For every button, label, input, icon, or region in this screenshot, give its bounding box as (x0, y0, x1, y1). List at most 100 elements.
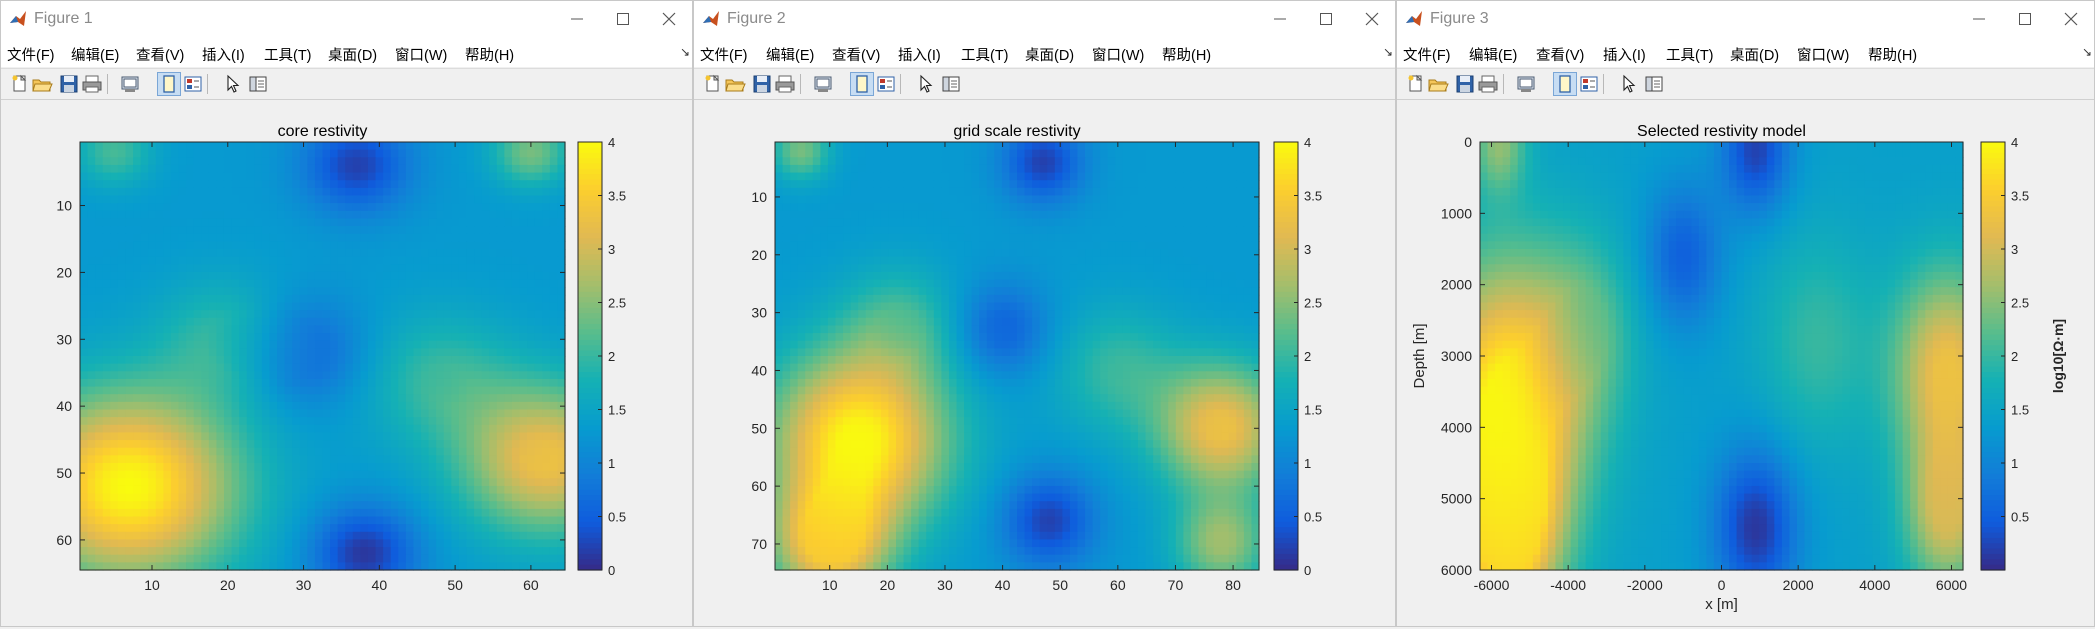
heatmap-cell (140, 386, 149, 395)
heatmap-cell (850, 142, 859, 151)
heatmap-cell (110, 203, 119, 212)
heatmap-cell (918, 233, 927, 242)
heatmap-cell (125, 539, 134, 548)
heatmap-cell (246, 172, 255, 181)
heatmap-cell (284, 508, 293, 518)
heatmap-cell (489, 478, 498, 487)
heatmap-cell (1168, 149, 1177, 158)
heatmap-cell (223, 363, 233, 372)
heatmap-cell (330, 348, 339, 357)
heatmap-cell (504, 264, 513, 273)
dock-figure-icon[interactable] (157, 72, 181, 96)
print-icon[interactable] (81, 73, 103, 95)
heatmap-cell (163, 317, 172, 327)
menu-window[interactable]: 窗口(W) (395, 48, 448, 64)
title-bar[interactable]: Figure 1 (1, 1, 692, 39)
heatmap-cell (299, 203, 308, 212)
property-editor-icon[interactable] (247, 73, 269, 95)
heatmap-cell (398, 531, 407, 541)
print-preview-icon[interactable] (812, 73, 834, 95)
heatmap-cell (110, 279, 119, 288)
colorbar-tick-label: 3 (608, 242, 615, 257)
heatmap-cell (880, 256, 890, 265)
menu-edit[interactable]: 编辑(E) (766, 48, 815, 64)
menu-insert[interactable]: 插入(I) (202, 48, 245, 64)
heatmap-cell (820, 249, 829, 258)
minimize-button[interactable] (554, 4, 600, 34)
print-icon[interactable] (774, 73, 796, 95)
new-figure-icon[interactable] (9, 73, 31, 95)
heatmap-cell (170, 554, 180, 563)
heatmap-cell (511, 401, 521, 411)
heatmap-cell (140, 149, 149, 158)
menu-desktop[interactable]: 桌面(D) (328, 48, 378, 64)
heatmap-cell (941, 226, 950, 235)
heatmap-cell (451, 333, 460, 342)
menu-tools[interactable]: 工具(T) (264, 48, 312, 64)
title-bar[interactable]: Figure 2 (694, 1, 1395, 39)
heatmap-cell (140, 317, 149, 327)
heatmap-cell (277, 157, 286, 166)
print-preview-icon[interactable] (119, 73, 141, 95)
heatmap-cell (155, 478, 164, 487)
heatmap-cell (971, 218, 980, 227)
save-icon[interactable] (58, 73, 80, 95)
open-file-icon[interactable] (724, 73, 746, 95)
new-figure-icon[interactable] (702, 73, 724, 95)
maximize-button[interactable] (600, 4, 646, 34)
menu-file[interactable]: 文件(F) (7, 48, 55, 64)
menu-view[interactable]: 查看(V) (832, 48, 881, 64)
menu-overflow-icon[interactable]: ↘ (1382, 45, 1393, 59)
heatmap-cell (155, 363, 164, 372)
heatmap-cell (1153, 203, 1162, 212)
heatmap-cell (1138, 279, 1147, 288)
heatmap-cell (790, 226, 799, 235)
heatmap-cell (542, 516, 551, 525)
heatmap-cell (254, 317, 263, 327)
heatmap-cell (110, 424, 119, 434)
heatmap-cell (299, 417, 308, 426)
dock-figure-icon[interactable] (850, 72, 874, 96)
heatmap-cell (1153, 241, 1162, 250)
menu-insert[interactable]: 插入(I) (898, 48, 941, 64)
open-file-icon[interactable] (31, 73, 53, 95)
select-arrow-icon[interactable] (222, 73, 244, 95)
property-editor-icon[interactable] (940, 73, 962, 95)
menu-window[interactable]: 窗口(W) (1092, 48, 1145, 64)
menu-tools[interactable]: 工具(T) (961, 48, 1009, 64)
menu-help[interactable]: 帮助(H) (1162, 48, 1212, 64)
minimize-button[interactable] (1257, 4, 1303, 34)
menu-edit[interactable]: 编辑(E) (71, 48, 120, 64)
heatmap-cell (443, 279, 452, 288)
heatmap-cell (496, 172, 505, 181)
close-button[interactable] (646, 4, 692, 34)
menu-overflow-icon[interactable]: ↘ (679, 45, 690, 59)
figure-window-2[interactable]: Figure 2 文件(F) 编辑(E) 查看(V) 插入(I) 工具(T) 桌… (693, 0, 1396, 627)
menu-view[interactable]: 查看(V) (136, 48, 185, 64)
save-icon[interactable] (751, 73, 773, 95)
figure-window-1[interactable]: Figure 1 文件(F) 编辑(E) 查看(V) 插入(I) 工具(T) 桌… (0, 0, 693, 627)
heatmap-cell (557, 325, 566, 334)
heatmap-cell (383, 524, 392, 533)
heatmap-cell (405, 241, 415, 250)
select-arrow-icon[interactable] (915, 73, 937, 95)
heatmap-cell (1069, 164, 1079, 174)
menu-desktop[interactable]: 桌面(D) (1025, 48, 1075, 64)
heatmap-cell (299, 294, 308, 304)
heatmap-cell (481, 195, 490, 204)
heatmap-cell (360, 356, 369, 365)
close-button[interactable] (1349, 4, 1395, 34)
colorbar-band (578, 302, 602, 309)
maximize-button[interactable] (1303, 4, 1349, 34)
heatmap-cell (80, 317, 89, 327)
data-cursor-icon[interactable] (182, 73, 204, 95)
heatmap-cell (398, 340, 407, 349)
menu-file[interactable]: 文件(F) (700, 48, 748, 64)
data-cursor-icon[interactable] (875, 73, 897, 95)
heatmap-cell (489, 440, 498, 449)
menu-help[interactable]: 帮助(H) (465, 48, 515, 64)
heatmap-cell (820, 142, 829, 151)
heatmap-cell (223, 249, 233, 258)
